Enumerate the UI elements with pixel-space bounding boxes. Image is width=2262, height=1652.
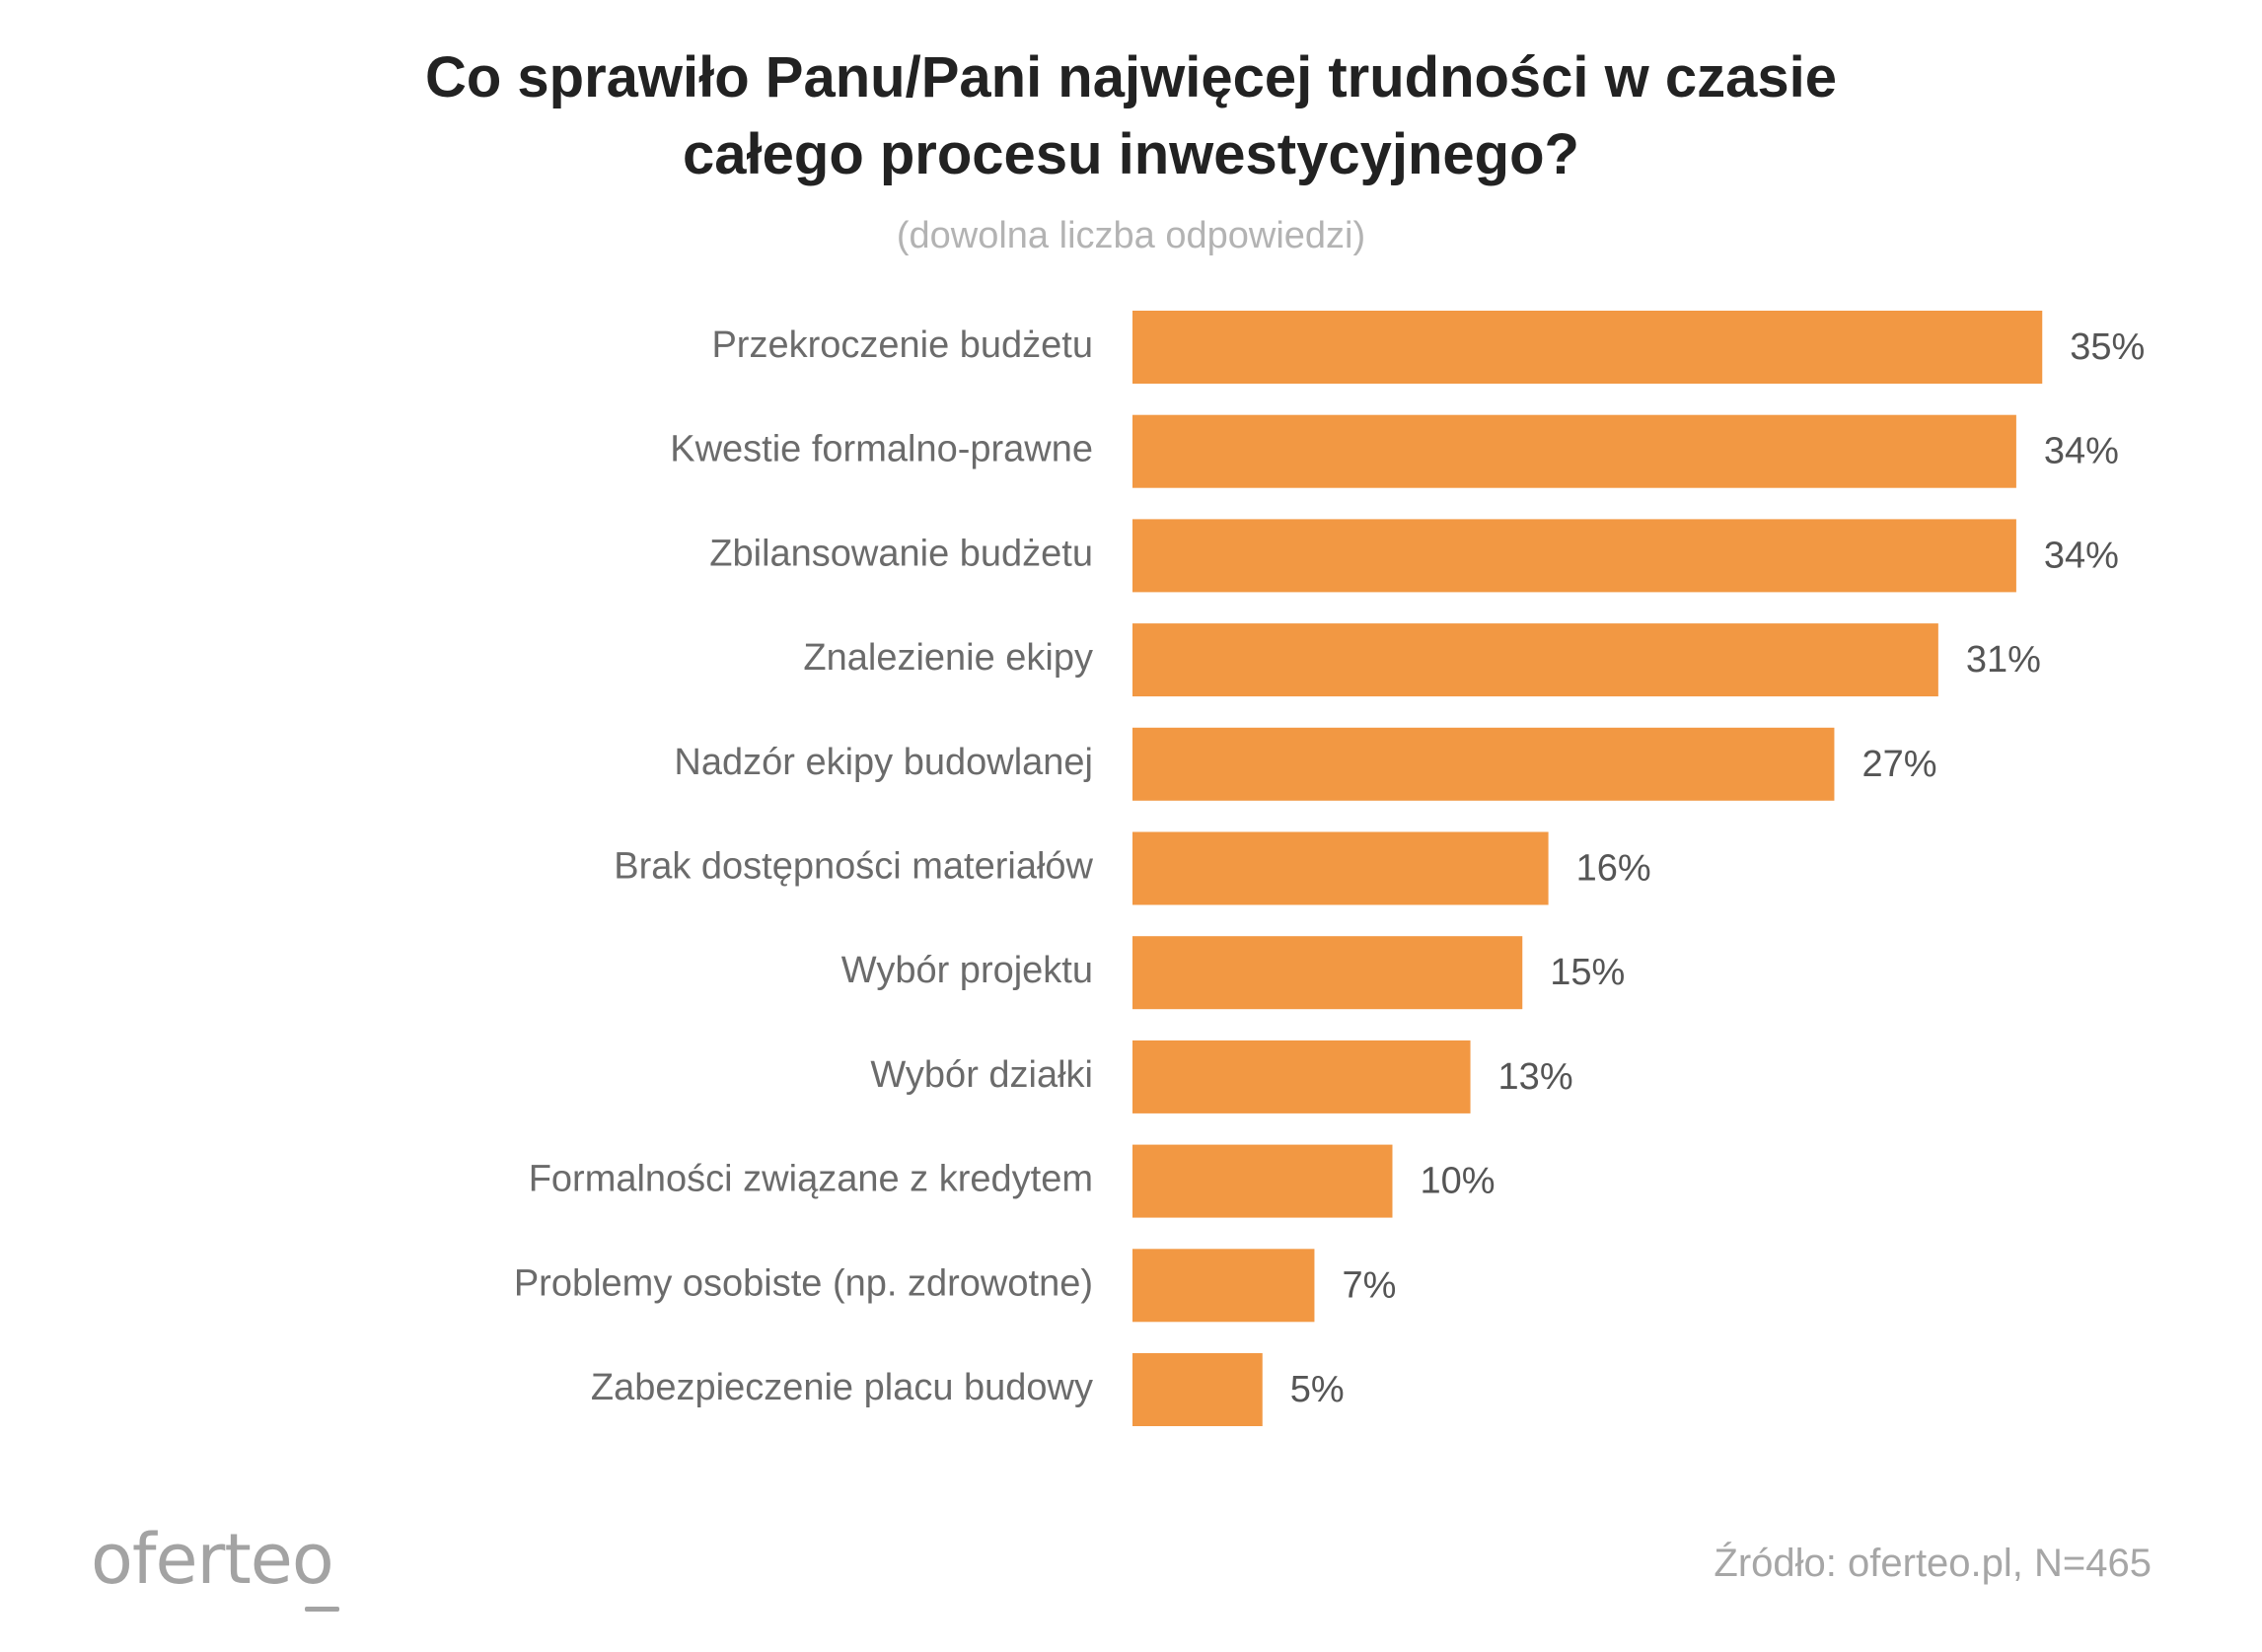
category-label-4: Znalezienie ekipy bbox=[803, 637, 1093, 679]
bar-3 bbox=[1132, 519, 2016, 593]
category-label-9: Formalności związane z kredytem bbox=[529, 1159, 1093, 1200]
bar-11 bbox=[1132, 1353, 1263, 1426]
category-label-10: Problemy osobiste (np. zdrowotne) bbox=[514, 1262, 1093, 1304]
value-label-7: 15% bbox=[1550, 952, 1625, 993]
bar-4 bbox=[1132, 623, 1938, 697]
value-label-5: 27% bbox=[1861, 744, 1936, 785]
value-label-3: 34% bbox=[2044, 535, 2119, 576]
bar-5 bbox=[1132, 727, 1835, 801]
bar-9 bbox=[1132, 1144, 1393, 1218]
bar-8 bbox=[1132, 1040, 1471, 1113]
value-label-4: 31% bbox=[1966, 639, 2041, 681]
chart-title-line-2: całego procesu inwestycyjnego? bbox=[683, 122, 1579, 186]
category-label-11: Zabezpieczenie placu budowy bbox=[591, 1367, 1093, 1408]
value-label-11: 5% bbox=[1290, 1369, 1345, 1410]
value-label-10: 7% bbox=[1342, 1264, 1396, 1306]
category-label-5: Nadzór ekipy budowlanej bbox=[674, 742, 1093, 783]
bar-10 bbox=[1132, 1249, 1315, 1323]
bar-1 bbox=[1132, 311, 2043, 384]
chart-title-line-1: Co sprawiło Panu/Pani najwięcej trudnośc… bbox=[424, 45, 1838, 109]
category-label-7: Wybór projektu bbox=[841, 950, 1093, 991]
bar-6 bbox=[1132, 831, 1549, 905]
category-label-2: Kwestie formalno-prawne bbox=[670, 429, 1093, 470]
value-label-9: 10% bbox=[1421, 1161, 1496, 1202]
value-label-2: 34% bbox=[2044, 431, 2119, 472]
logo-text: oferteo bbox=[91, 1519, 334, 1600]
category-label-1: Przekroczenie budżetu bbox=[711, 324, 1093, 366]
bar-7 bbox=[1132, 936, 1523, 1010]
value-label-6: 16% bbox=[1576, 848, 1651, 890]
source-note: Źródło: oferteo.pl, N=465 bbox=[1714, 1542, 2152, 1585]
category-label-3: Zbilansowanie budżetu bbox=[709, 533, 1093, 574]
chart-title: Co sprawiło Panu/Pani najwięcej trudnośc… bbox=[0, 39, 2262, 193]
oferteo-logo: oferteo bbox=[91, 1519, 339, 1612]
logo-underline bbox=[305, 1607, 339, 1612]
category-label-8: Wybór działki bbox=[870, 1054, 1093, 1096]
chart-subtitle: (dowolna liczba odpowiedzi) bbox=[896, 215, 1366, 256]
value-label-1: 35% bbox=[2070, 326, 2145, 368]
category-label-6: Brak dostępności materiałów bbox=[614, 846, 1093, 888]
value-label-8: 13% bbox=[1498, 1056, 1573, 1098]
bar-2 bbox=[1132, 414, 2016, 488]
